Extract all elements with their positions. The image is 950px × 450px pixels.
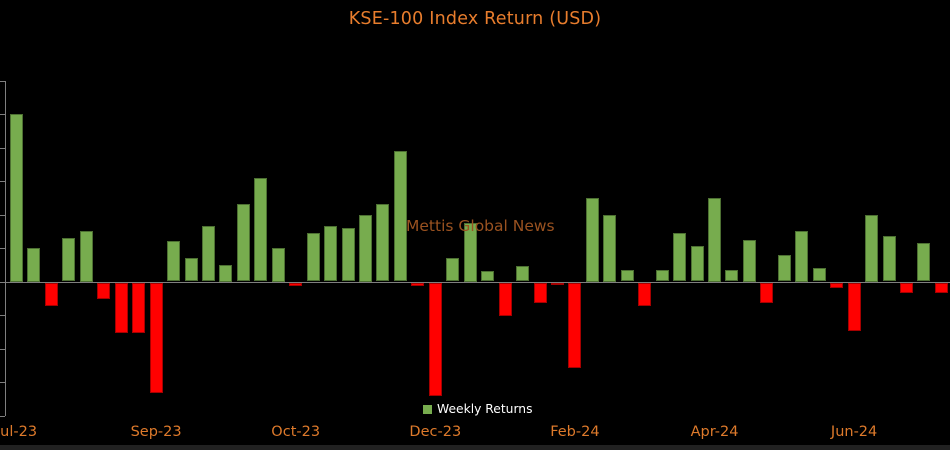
watermark: Mettis Global News	[406, 217, 555, 235]
legend-swatch-icon	[423, 404, 432, 414]
y-axis-tick	[0, 415, 5, 417]
positive-return-bar	[673, 232, 687, 282]
positive-return-bar	[481, 271, 495, 282]
negative-return-bar	[847, 282, 861, 332]
y-axis-tick	[0, 382, 5, 383]
positive-return-bar	[167, 241, 181, 282]
negative-return-bar	[114, 282, 128, 333]
positive-return-bar	[917, 242, 931, 282]
positive-return-bar	[27, 248, 41, 282]
positive-return-bar	[306, 232, 320, 282]
positive-return-bar	[777, 254, 791, 282]
x-axis-label: Oct-23	[271, 424, 321, 440]
positive-return-bar	[690, 246, 704, 282]
negative-return-bar	[289, 282, 303, 286]
y-axis-tick	[0, 181, 5, 182]
bottom-strip	[0, 445, 950, 450]
positive-return-bar	[882, 236, 896, 282]
y-axis-tick	[0, 281, 5, 283]
positive-return-bar	[812, 268, 826, 282]
positive-return-bar	[376, 204, 390, 282]
x-axis-zero-line	[5, 281, 950, 283]
positive-return-bar	[446, 258, 460, 282]
positive-return-bar	[655, 269, 669, 282]
y-axis-tick	[0, 315, 5, 316]
negative-return-bar	[428, 282, 442, 397]
positive-return-bar	[79, 231, 93, 282]
negative-return-bar	[760, 282, 774, 303]
x-axis-label: Feb-24	[550, 424, 600, 440]
legend: Weekly Returns	[423, 402, 533, 416]
y-axis-tick	[0, 214, 5, 216]
negative-return-bar	[830, 282, 844, 288]
positive-return-bar	[516, 266, 530, 282]
positive-return-bar	[620, 269, 634, 282]
legend-label: Weekly Returns	[437, 402, 533, 416]
positive-return-bar	[62, 237, 76, 282]
x-axis-label: Sep-23	[130, 424, 182, 440]
chart-title: KSE-100 Index Return (USD)	[348, 9, 602, 29]
negative-return-bar	[97, 282, 111, 300]
positive-return-bar	[341, 227, 355, 282]
positive-return-bar	[708, 197, 721, 282]
y-axis-tick	[0, 114, 5, 115]
y-axis-tick	[0, 80, 5, 82]
y-axis-tick	[0, 248, 5, 249]
positive-return-bar	[393, 150, 407, 282]
negative-return-bar	[498, 282, 512, 316]
x-axis-label: Jun-24	[830, 424, 878, 440]
positive-return-bar	[742, 239, 756, 282]
x-axis-label: Dec-23	[409, 424, 462, 440]
positive-return-bar	[271, 248, 285, 282]
negative-return-bar	[568, 282, 582, 368]
positive-return-bar	[184, 258, 198, 282]
negative-return-bar	[149, 282, 163, 394]
positive-return-bar	[236, 204, 250, 282]
negative-return-bar	[638, 282, 652, 306]
y-axis-line	[5, 80, 6, 416]
positive-return-bar	[725, 269, 739, 282]
positive-return-bar	[795, 231, 809, 282]
y-axis-tick	[0, 147, 5, 149]
negative-return-bar	[411, 282, 425, 286]
positive-return-bar	[219, 264, 233, 282]
positive-return-bar	[324, 226, 338, 282]
x-axis-label: Apr-24	[690, 424, 739, 440]
positive-return-bar	[201, 226, 215, 282]
positive-return-bar	[254, 177, 268, 282]
negative-return-bar	[44, 282, 58, 306]
positive-return-bar	[463, 222, 477, 282]
negative-return-bar	[550, 282, 564, 285]
negative-return-bar	[934, 282, 948, 293]
positive-return-bar	[10, 114, 23, 282]
positive-return-bar	[603, 214, 617, 282]
negative-return-bar	[533, 282, 547, 303]
positive-return-bar	[865, 214, 879, 282]
negative-return-bar	[899, 282, 913, 293]
positive-return-bar	[359, 214, 372, 282]
negative-return-bar	[132, 282, 146, 333]
y-axis-tick	[0, 348, 5, 350]
positive-return-bar	[585, 197, 599, 282]
x-axis-label: Jul-23	[0, 424, 38, 440]
